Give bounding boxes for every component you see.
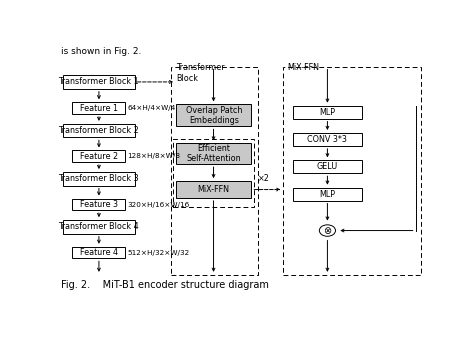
Bar — [292, 188, 362, 201]
Text: 128×H/8×W/8: 128×H/8×W/8 — [127, 153, 180, 160]
Text: CONV 3*3: CONV 3*3 — [308, 135, 347, 144]
Bar — [292, 106, 362, 119]
Text: ⊗: ⊗ — [323, 225, 331, 236]
Bar — [72, 102, 125, 114]
Bar — [63, 124, 135, 137]
Bar — [63, 220, 135, 234]
Text: Transformer Block 2: Transformer Block 2 — [58, 126, 139, 135]
Text: MLP: MLP — [319, 107, 336, 117]
Text: 64×H/4×W/4: 64×H/4×W/4 — [127, 105, 175, 111]
Text: Transformer Block 4: Transformer Block 4 — [58, 222, 139, 232]
Bar — [283, 67, 421, 275]
Bar — [176, 104, 251, 126]
Text: ×2: ×2 — [258, 174, 270, 183]
Text: Transformer
Block: Transformer Block — [176, 64, 225, 83]
Bar — [63, 172, 135, 186]
Bar — [292, 160, 362, 173]
Text: Overlap Patch
Embeddings: Overlap Patch Embeddings — [185, 106, 242, 125]
Text: Feature 1: Feature 1 — [80, 104, 118, 113]
Text: Feature 4: Feature 4 — [80, 248, 118, 257]
Bar — [171, 67, 258, 275]
Bar — [72, 198, 125, 210]
Bar — [176, 143, 251, 164]
Bar — [72, 150, 125, 162]
Text: 320×H/16×W/16: 320×H/16×W/16 — [127, 201, 190, 208]
Text: Fig. 2.    MiT-B1 encoder structure diagram: Fig. 2. MiT-B1 encoder structure diagram — [61, 281, 269, 290]
Text: GELU: GELU — [317, 162, 338, 171]
Text: Feature 2: Feature 2 — [80, 152, 118, 161]
Text: Transformer Block 1: Transformer Block 1 — [58, 77, 139, 87]
Text: MiX-FFN: MiX-FFN — [198, 185, 230, 194]
Text: Feature 3: Feature 3 — [80, 200, 118, 209]
Text: MiX-FFN: MiX-FFN — [288, 64, 320, 72]
Text: Transformer Block 3: Transformer Block 3 — [58, 174, 139, 183]
Bar — [292, 133, 362, 146]
Bar — [63, 75, 135, 89]
Bar — [72, 247, 125, 258]
Bar — [176, 181, 251, 198]
Text: is shown in Fig. 2.: is shown in Fig. 2. — [61, 47, 141, 56]
Text: 512×H/32×W/32: 512×H/32×W/32 — [127, 250, 190, 256]
Text: Efficient
Self-Attention: Efficient Self-Attention — [186, 144, 241, 164]
Text: MLP: MLP — [319, 190, 336, 199]
Bar — [173, 140, 254, 207]
